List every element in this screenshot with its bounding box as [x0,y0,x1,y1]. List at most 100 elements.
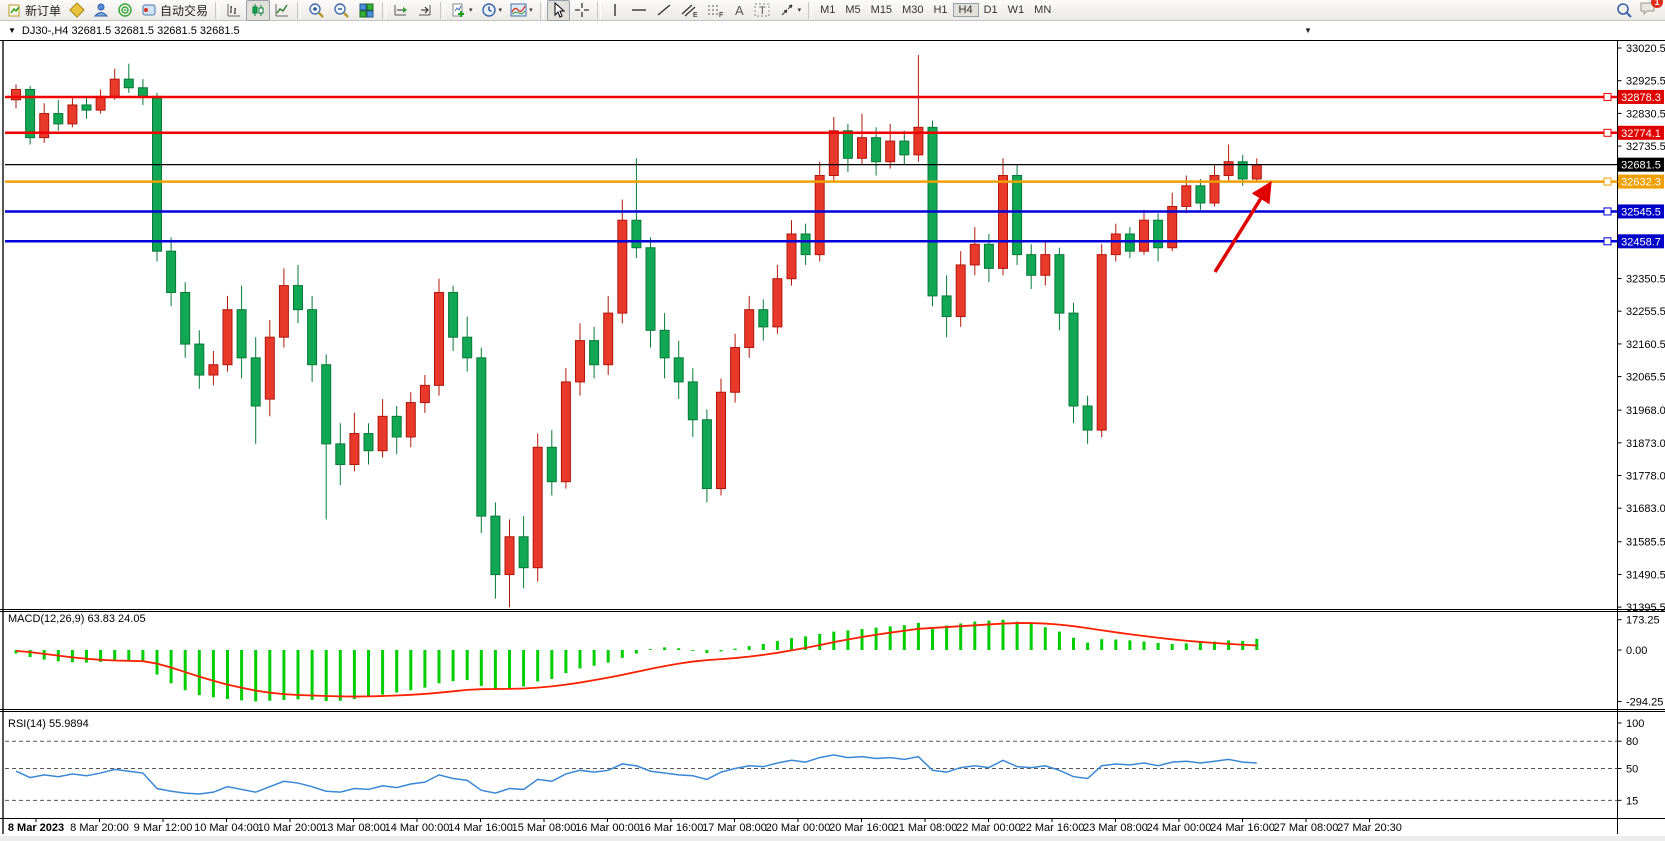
candle-body [589,340,600,366]
candlestick-chart-button[interactable] [246,0,271,21]
vertical-line-button[interactable] [604,0,626,21]
autotrade-icon [142,4,156,16]
tab-timeframe-h4[interactable]: H4 [952,3,979,17]
dropdown-caret-icon: ▾ [469,7,473,14]
candle-body [617,219,628,314]
chat-button[interactable]: 1 [1639,0,1663,21]
horizontal-line-objects[interactable]: 32878.3 32774.1 32632.3 32545.5 32458.7 [5,89,1664,249]
candle-body [1181,185,1192,207]
chart-shift-marker-icon[interactable]: ▼ [1304,26,1312,35]
price-tag-label: 32878.3 [1621,92,1661,104]
time-axis-label: 8 Mar 20:00 [70,822,129,834]
tab-timeframe-m1[interactable]: M1 [820,4,836,16]
candle-body [899,140,910,156]
tab-timeframe-d1[interactable]: D1 [983,4,998,16]
rsi-line [15,754,1257,795]
candle-body [293,285,303,311]
new-order-icon [8,4,20,16]
trendline-button[interactable] [652,0,676,21]
tile-windows-button[interactable] [354,0,379,21]
periods-button[interactable]: ▾ [477,0,507,21]
candle-body [983,243,994,269]
signal-icon [118,3,132,17]
svg-text:F: F [719,12,723,18]
line-handle [1603,207,1612,216]
fibonacci-button[interactable]: F [702,0,728,21]
candle-body [1251,163,1262,180]
candle-body [434,291,444,386]
time-axis: 8 Mar 2023 8 Mar 20:00 9 Mar 12:00 10 Mar 0… [8,818,1402,834]
separator [297,1,302,19]
equidistant-channel-icon: E [681,4,698,18]
crosshair-button[interactable] [570,0,594,21]
arrow-annotation[interactable] [1213,181,1272,273]
tab-timeframe-h1[interactable]: H1 [933,4,948,16]
chart-title: DJ30-,H4 32681.5 32681.5 32681.5 32681.5 [21,24,240,37]
candle-body [321,364,332,445]
toolbar: 新订单 自动交易 [0,0,1665,21]
arrows-button[interactable]: ▾ [775,0,806,21]
autotrade-button[interactable]: 自动交易 [137,0,212,21]
candle-body [532,446,543,569]
svg-text:33020.5: 33020.5 [1626,43,1665,55]
chat-badge: 1 [1651,0,1663,8]
candle-body [11,88,21,101]
tab-timeframe-m30[interactable]: M30 [902,4,924,16]
svg-text:15: 15 [1626,795,1638,807]
candle-body [419,384,430,404]
bar-chart-button[interactable] [222,0,246,21]
zoom-in-button[interactable] [304,0,329,21]
text-label-button[interactable]: T [750,0,775,21]
equidistant-channel-button[interactable]: E [676,0,702,21]
dropdown-caret-icon: ▾ [498,7,503,14]
svg-text:32735.5: 32735.5 [1626,141,1665,153]
chart-canvas[interactable]: 33020.5 32925.5 32830.5 32735.5 32350.5 32255… [0,41,1665,841]
svg-text:E: E [693,12,698,18]
candle-body [363,433,374,452]
tab-timeframe-w1[interactable]: W1 [1007,4,1025,16]
new-order-label: 新订单 [25,3,62,18]
auto-scroll-button[interactable] [389,0,413,21]
candle-body [448,291,459,338]
new-order-button[interactable]: 新订单 [3,0,65,21]
text-label-icon: T [754,3,770,17]
horizontal-line-button[interactable] [626,0,652,21]
svg-text:32925.5: 32925.5 [1626,76,1665,88]
cursor-button[interactable] [546,0,570,21]
line-handle [1603,177,1612,186]
time-axis-label: 21 Mar 08:00 [893,822,958,834]
tab-timeframe-m15[interactable]: M15 [870,4,893,16]
candle-body [546,446,557,483]
time-axis-label: 27 Mar 20:30 [1337,822,1402,834]
clock-icon [481,3,496,17]
time-axis-label: 14 Mar 16:00 [448,822,513,834]
search-icon[interactable] [1616,2,1633,19]
chart-menu-triangle-icon[interactable]: ▼ [8,26,16,35]
text-button[interactable]: A [728,0,750,21]
candle-body [123,78,134,89]
zoom-out-button[interactable] [329,0,354,21]
bid-price-tag-label: 32681.5 [1621,160,1661,172]
templates-button[interactable]: ▾ [506,0,537,21]
tab-timeframe-m5[interactable]: M5 [845,4,861,16]
candle-body [1195,185,1206,204]
tab-timeframe-mn[interactable]: MN [1034,4,1052,16]
svg-text:32160.5: 32160.5 [1626,339,1665,351]
signals-button[interactable] [113,0,137,21]
line-handle [1603,237,1612,246]
line-chart-button[interactable] [270,0,294,21]
candle-body [1209,174,1220,204]
indicators-button[interactable]: ▾ [447,0,477,21]
candle-body [814,174,825,256]
charts-button[interactable] [65,0,89,21]
profile-button[interactable] [89,0,113,21]
candle-body [109,78,120,97]
candle-body [1110,233,1121,256]
chart-shift-button[interactable] [413,0,437,21]
price-tag [1618,204,1664,219]
price-tag-label: 32545.5 [1621,206,1661,218]
candle-body [1026,254,1037,276]
candle-body [377,415,388,452]
candle-body [1237,161,1248,180]
